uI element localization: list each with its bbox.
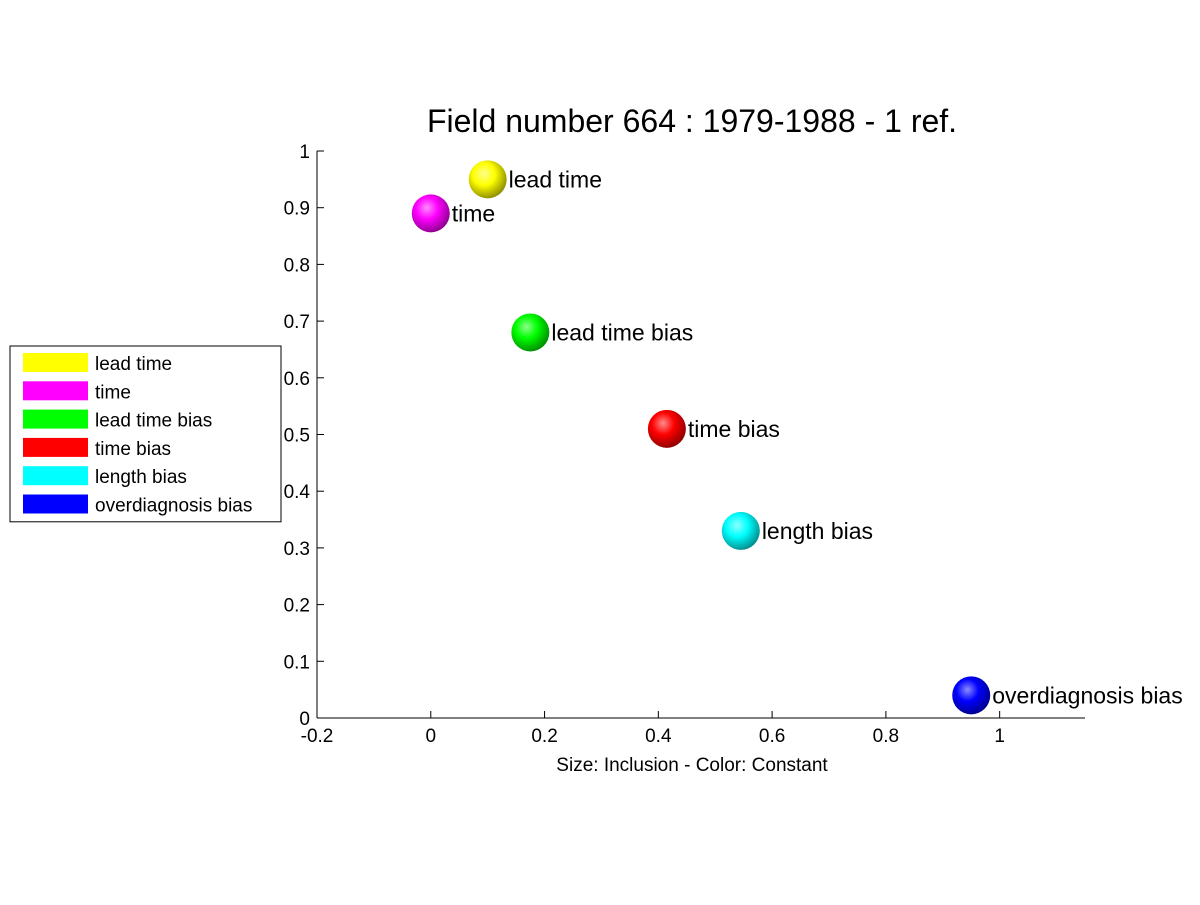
legend-label: lead time (95, 354, 172, 375)
x-tick-label: 1 (994, 726, 1005, 747)
data-points: lead time time lead time bias time bias leng… (411, 160, 1183, 715)
y-tick-label: 0.3 (284, 539, 310, 560)
axes: 00.10.20.30.40.50.60.70.80.91-0.2 0 0.2 0.4… (284, 142, 1085, 747)
data-point (721, 511, 760, 550)
y-tick-label: 0.7 (284, 312, 310, 333)
data-point-label: time bias (688, 416, 780, 442)
legend-label: length bias (95, 467, 187, 488)
y-tick-label: 0.6 (284, 369, 310, 390)
legend-label: time (95, 382, 131, 403)
x-tick-label: 0.8 (873, 726, 899, 747)
data-point-label: length bias (762, 518, 873, 544)
data-point (647, 409, 686, 448)
legend-swatch (23, 353, 88, 372)
legend-swatch (23, 494, 88, 514)
x-tick-label: 0.2 (531, 726, 557, 747)
data-point (468, 160, 507, 199)
x-axis-label: Size: Inclusion - Color: Constant (556, 755, 828, 776)
x-tick-label: 0.6 (759, 726, 785, 747)
legend-swatch (23, 381, 88, 401)
legend: lead time time lead time bias time bias leng… (9, 345, 282, 523)
y-tick-label: 0.1 (284, 652, 310, 673)
data-point-label: overdiagnosis bias (992, 682, 1183, 708)
legend-swatch (23, 466, 88, 486)
y-tick-label: 0.9 (284, 199, 310, 220)
x-tick-label: 0 (425, 726, 436, 747)
legend-label: time bias (95, 439, 171, 460)
y-tick-label: 1 (299, 142, 310, 163)
y-tick-label: 0.5 (284, 426, 310, 447)
y-tick-label: 0.2 (284, 596, 310, 617)
chart-title: Field number 664 : 1979-1988 - 1 ref. (427, 103, 957, 139)
y-tick-label: 0.8 (284, 255, 310, 276)
x-tick-label: 0.4 (645, 726, 672, 747)
legend-label: overdiagnosis bias (95, 496, 252, 517)
data-point (511, 313, 550, 352)
x-tick-label: -0.2 (301, 726, 334, 747)
data-point-label: lead time bias (551, 319, 693, 345)
y-tick-label: 0.4 (284, 482, 311, 503)
legend-label: lead time bias (95, 411, 212, 432)
data-point (411, 194, 450, 233)
legend-box (9, 345, 282, 523)
legend-swatch (23, 409, 88, 429)
data-point-label: time (452, 200, 495, 226)
y-tick-label: 0 (299, 709, 310, 730)
data-point-label: lead time (509, 166, 602, 192)
data-point (952, 676, 991, 715)
legend-swatch (23, 437, 88, 457)
